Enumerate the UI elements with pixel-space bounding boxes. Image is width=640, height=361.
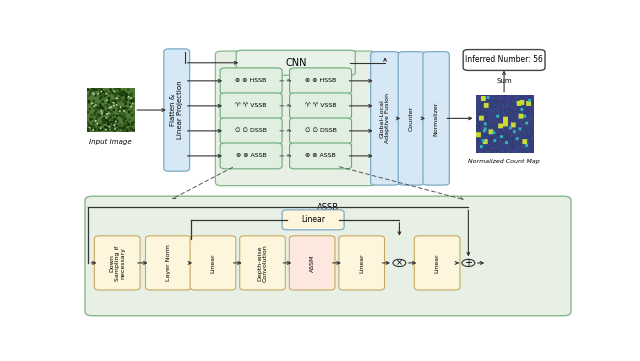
Text: ASSB: ASSB: [317, 203, 339, 212]
Text: Input Image: Input Image: [90, 139, 132, 145]
Text: Linear: Linear: [301, 215, 325, 224]
Text: ∅ ∅ DSSB: ∅ ∅ DSSB: [235, 129, 267, 133]
FancyBboxPatch shape: [289, 118, 351, 144]
Text: Sum: Sum: [496, 78, 512, 84]
FancyBboxPatch shape: [414, 236, 460, 290]
FancyBboxPatch shape: [463, 49, 545, 70]
FancyBboxPatch shape: [289, 143, 351, 169]
Text: ⊕ ⊕ HSSB: ⊕ ⊕ HSSB: [236, 78, 267, 83]
Text: Layer Norm: Layer Norm: [166, 244, 171, 281]
FancyBboxPatch shape: [216, 51, 376, 186]
FancyBboxPatch shape: [190, 236, 236, 290]
FancyBboxPatch shape: [289, 93, 351, 119]
Text: Linear: Linear: [211, 253, 216, 273]
FancyBboxPatch shape: [423, 52, 449, 185]
Text: ⊗ ⊗ ASSB: ⊗ ⊗ ASSB: [236, 153, 266, 158]
FancyBboxPatch shape: [220, 68, 282, 94]
FancyBboxPatch shape: [85, 196, 571, 316]
FancyBboxPatch shape: [371, 52, 399, 185]
FancyBboxPatch shape: [282, 210, 344, 230]
Text: +: +: [465, 258, 472, 268]
Text: Flatten &
Linear Projection: Flatten & Linear Projection: [170, 81, 183, 139]
FancyBboxPatch shape: [164, 49, 189, 171]
Text: ♈ ♈ VSSB: ♈ ♈ VSSB: [236, 103, 267, 108]
Text: Multi-directional SSG: Multi-directional SSG: [255, 58, 336, 67]
FancyBboxPatch shape: [220, 143, 282, 169]
FancyBboxPatch shape: [220, 118, 282, 144]
Text: Linear: Linear: [435, 253, 440, 273]
Text: ×: ×: [396, 258, 403, 268]
Text: ∅ ∅ DSSB: ∅ ∅ DSSB: [305, 129, 337, 133]
Text: Inferred Number: 56: Inferred Number: 56: [465, 56, 543, 65]
Text: Normalizer: Normalizer: [434, 101, 438, 136]
FancyBboxPatch shape: [240, 236, 285, 290]
Text: ♈ ♈ VSSB: ♈ ♈ VSSB: [305, 103, 336, 108]
FancyBboxPatch shape: [289, 236, 335, 290]
Text: ⊗ ⊗ ASSB: ⊗ ⊗ ASSB: [305, 153, 336, 158]
Text: Counter: Counter: [409, 106, 414, 131]
Text: Global-Local
Adaptive Fusion: Global-Local Adaptive Fusion: [380, 93, 390, 143]
FancyBboxPatch shape: [145, 236, 191, 290]
Text: ⊕ ⊕ HSSB: ⊕ ⊕ HSSB: [305, 78, 336, 83]
FancyBboxPatch shape: [220, 93, 282, 119]
Text: Normalized Count Map: Normalized Count Map: [468, 159, 540, 164]
FancyBboxPatch shape: [236, 50, 355, 75]
Text: Linear: Linear: [359, 253, 364, 273]
FancyBboxPatch shape: [94, 236, 140, 290]
Text: CNN: CNN: [285, 58, 307, 68]
FancyBboxPatch shape: [289, 68, 351, 94]
FancyBboxPatch shape: [339, 236, 385, 290]
Text: Down
Sampling if
necessary: Down Sampling if necessary: [109, 245, 125, 280]
Text: ASSM: ASSM: [310, 254, 315, 271]
FancyBboxPatch shape: [398, 52, 424, 185]
Text: Depth-wise
Convolution: Depth-wise Convolution: [257, 244, 268, 282]
